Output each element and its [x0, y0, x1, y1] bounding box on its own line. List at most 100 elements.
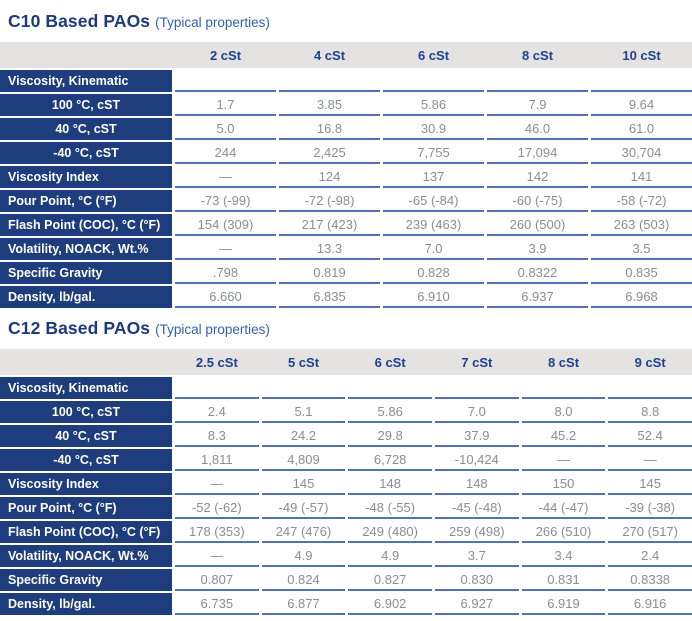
data-cell: 266 (510) [521, 521, 606, 543]
c10-pao-table-section: C10 Based PAOs (Typical properties) 2 cSt 4… [0, 1, 692, 308]
row-label: 100 °C, cST [0, 94, 172, 116]
table-header-background [0, 349, 692, 375]
column-header: 6 cSt [417, 47, 450, 63]
properties-table: 2 cSt 4 cSt 6 cSt 8 cSt 10 cSt Viscosity, Kin… [0, 42, 692, 308]
data-cell: -60 (-75) [487, 190, 588, 212]
row-label: Viscosity, Kinematic [0, 70, 172, 92]
column-header: 8 cSt [521, 47, 554, 63]
data-cell: 7.9 [487, 94, 588, 116]
data-cell: -10,424 [434, 449, 519, 471]
data-cell: 5.1 [261, 401, 346, 423]
data-cell: 6.927 [434, 593, 519, 615]
data-cell: 2,425 [279, 142, 380, 164]
data-cell: 3.7 [434, 545, 519, 567]
data-cell: — [175, 473, 259, 495]
data-cell [487, 70, 588, 92]
row-label: Volatility, NOACK, Wt.% [0, 238, 172, 260]
data-cell: 145 [608, 473, 692, 495]
data-cell: 30.9 [383, 118, 484, 140]
data-cell: 137 [383, 166, 484, 188]
data-cell: 52.4 [608, 425, 692, 447]
data-cell: 0.807 [175, 569, 259, 591]
data-cell: -52 (-62) [175, 497, 259, 519]
data-cell [521, 377, 606, 399]
data-cell [383, 70, 484, 92]
row-label: Viscosity, Kinematic [0, 377, 172, 399]
data-cell: 13.3 [279, 238, 380, 260]
data-cell [348, 377, 432, 399]
data-cell: 154 (309) [175, 214, 276, 236]
data-cell [279, 70, 380, 92]
data-cell: 8.0 [521, 401, 606, 423]
data-cell: 0.827 [348, 569, 432, 591]
row-label: 100 °C, cST [0, 401, 172, 423]
data-cell: 5.86 [383, 94, 484, 116]
data-cell [261, 377, 346, 399]
data-cell: 124 [279, 166, 380, 188]
row-label: -40 °C, cST [0, 142, 172, 164]
data-cell: 148 [348, 473, 432, 495]
data-cell: — [521, 449, 606, 471]
data-cell: 6.902 [348, 593, 432, 615]
data-cell: — [608, 449, 692, 471]
row-label: -40 °C, cST [0, 449, 172, 471]
data-cell: 6.735 [175, 593, 259, 615]
data-cell [608, 377, 692, 399]
data-cell: 24.2 [261, 425, 346, 447]
data-cell: 247 (476) [261, 521, 346, 543]
data-cell: 145 [261, 473, 346, 495]
data-cell: 6,728 [348, 449, 432, 471]
data-cell: 46.0 [487, 118, 588, 140]
column-header: 10 cSt [622, 47, 661, 63]
data-cell: 9.64 [591, 94, 692, 116]
data-cell: 141 [591, 166, 692, 188]
row-label: Density, lb/gal. [0, 593, 172, 615]
data-cell: 6.660 [175, 286, 276, 308]
data-cell: 244 [175, 142, 276, 164]
column-header: 4 cSt [313, 47, 346, 63]
data-cell: -45 (-48) [434, 497, 519, 519]
data-cell: -49 (-57) [261, 497, 346, 519]
data-cell [175, 70, 276, 92]
data-cell: 0.831 [521, 569, 606, 591]
column-header: 8 cSt [547, 354, 580, 370]
data-cell: .798 [175, 262, 276, 284]
table-title: C10 Based PAOs (Typical properties) [0, 1, 692, 42]
data-cell: 1,811 [175, 449, 259, 471]
data-cell: 6.877 [261, 593, 346, 615]
data-cell: 6.968 [591, 286, 692, 308]
table-title-text: C10 Based PAOs [8, 11, 151, 31]
data-cell: 30,704 [591, 142, 692, 164]
column-header: 2.5 cSt [195, 354, 238, 370]
data-cell: 0.830 [434, 569, 519, 591]
data-cell: 148 [434, 473, 519, 495]
data-cell: -44 (-47) [521, 497, 606, 519]
data-cell: 45.2 [521, 425, 606, 447]
data-cell: 0.824 [261, 569, 346, 591]
properties-table: 2.5 cSt 5 cSt 6 cSt 7 cSt 8 cSt 9 cSt Viscosit… [0, 349, 692, 615]
table-title: C12 Based PAOs (Typical properties) [0, 308, 692, 349]
data-cell [591, 70, 692, 92]
data-cell: 6.916 [608, 593, 692, 615]
column-header: 7 cSt [461, 354, 493, 370]
data-cell: 270 (517) [608, 521, 692, 543]
row-label: Flash Point (COC), °C (°F) [0, 521, 172, 543]
data-cell: 37.9 [434, 425, 519, 447]
row-label: Flash Point (COC), °C (°F) [0, 214, 172, 236]
row-label: 40 °C, cST [0, 118, 172, 140]
table-title-text: C12 Based PAOs [8, 318, 151, 338]
data-cell: 217 (423) [279, 214, 380, 236]
column-header: 6 cSt [374, 354, 406, 370]
data-cell: 0.835 [591, 262, 692, 284]
data-cell: 259 (498) [434, 521, 519, 543]
row-label: Viscosity Index [0, 473, 172, 495]
row-label: 40 °C, cST [0, 425, 172, 447]
data-cell: 4,809 [261, 449, 346, 471]
data-cell: 8.3 [175, 425, 259, 447]
data-cell: 0.828 [383, 262, 484, 284]
data-cell: 8.8 [608, 401, 692, 423]
data-cell: 6.910 [383, 286, 484, 308]
row-label: Volatility, NOACK, Wt.% [0, 545, 172, 567]
data-cell: 3.4 [521, 545, 606, 567]
